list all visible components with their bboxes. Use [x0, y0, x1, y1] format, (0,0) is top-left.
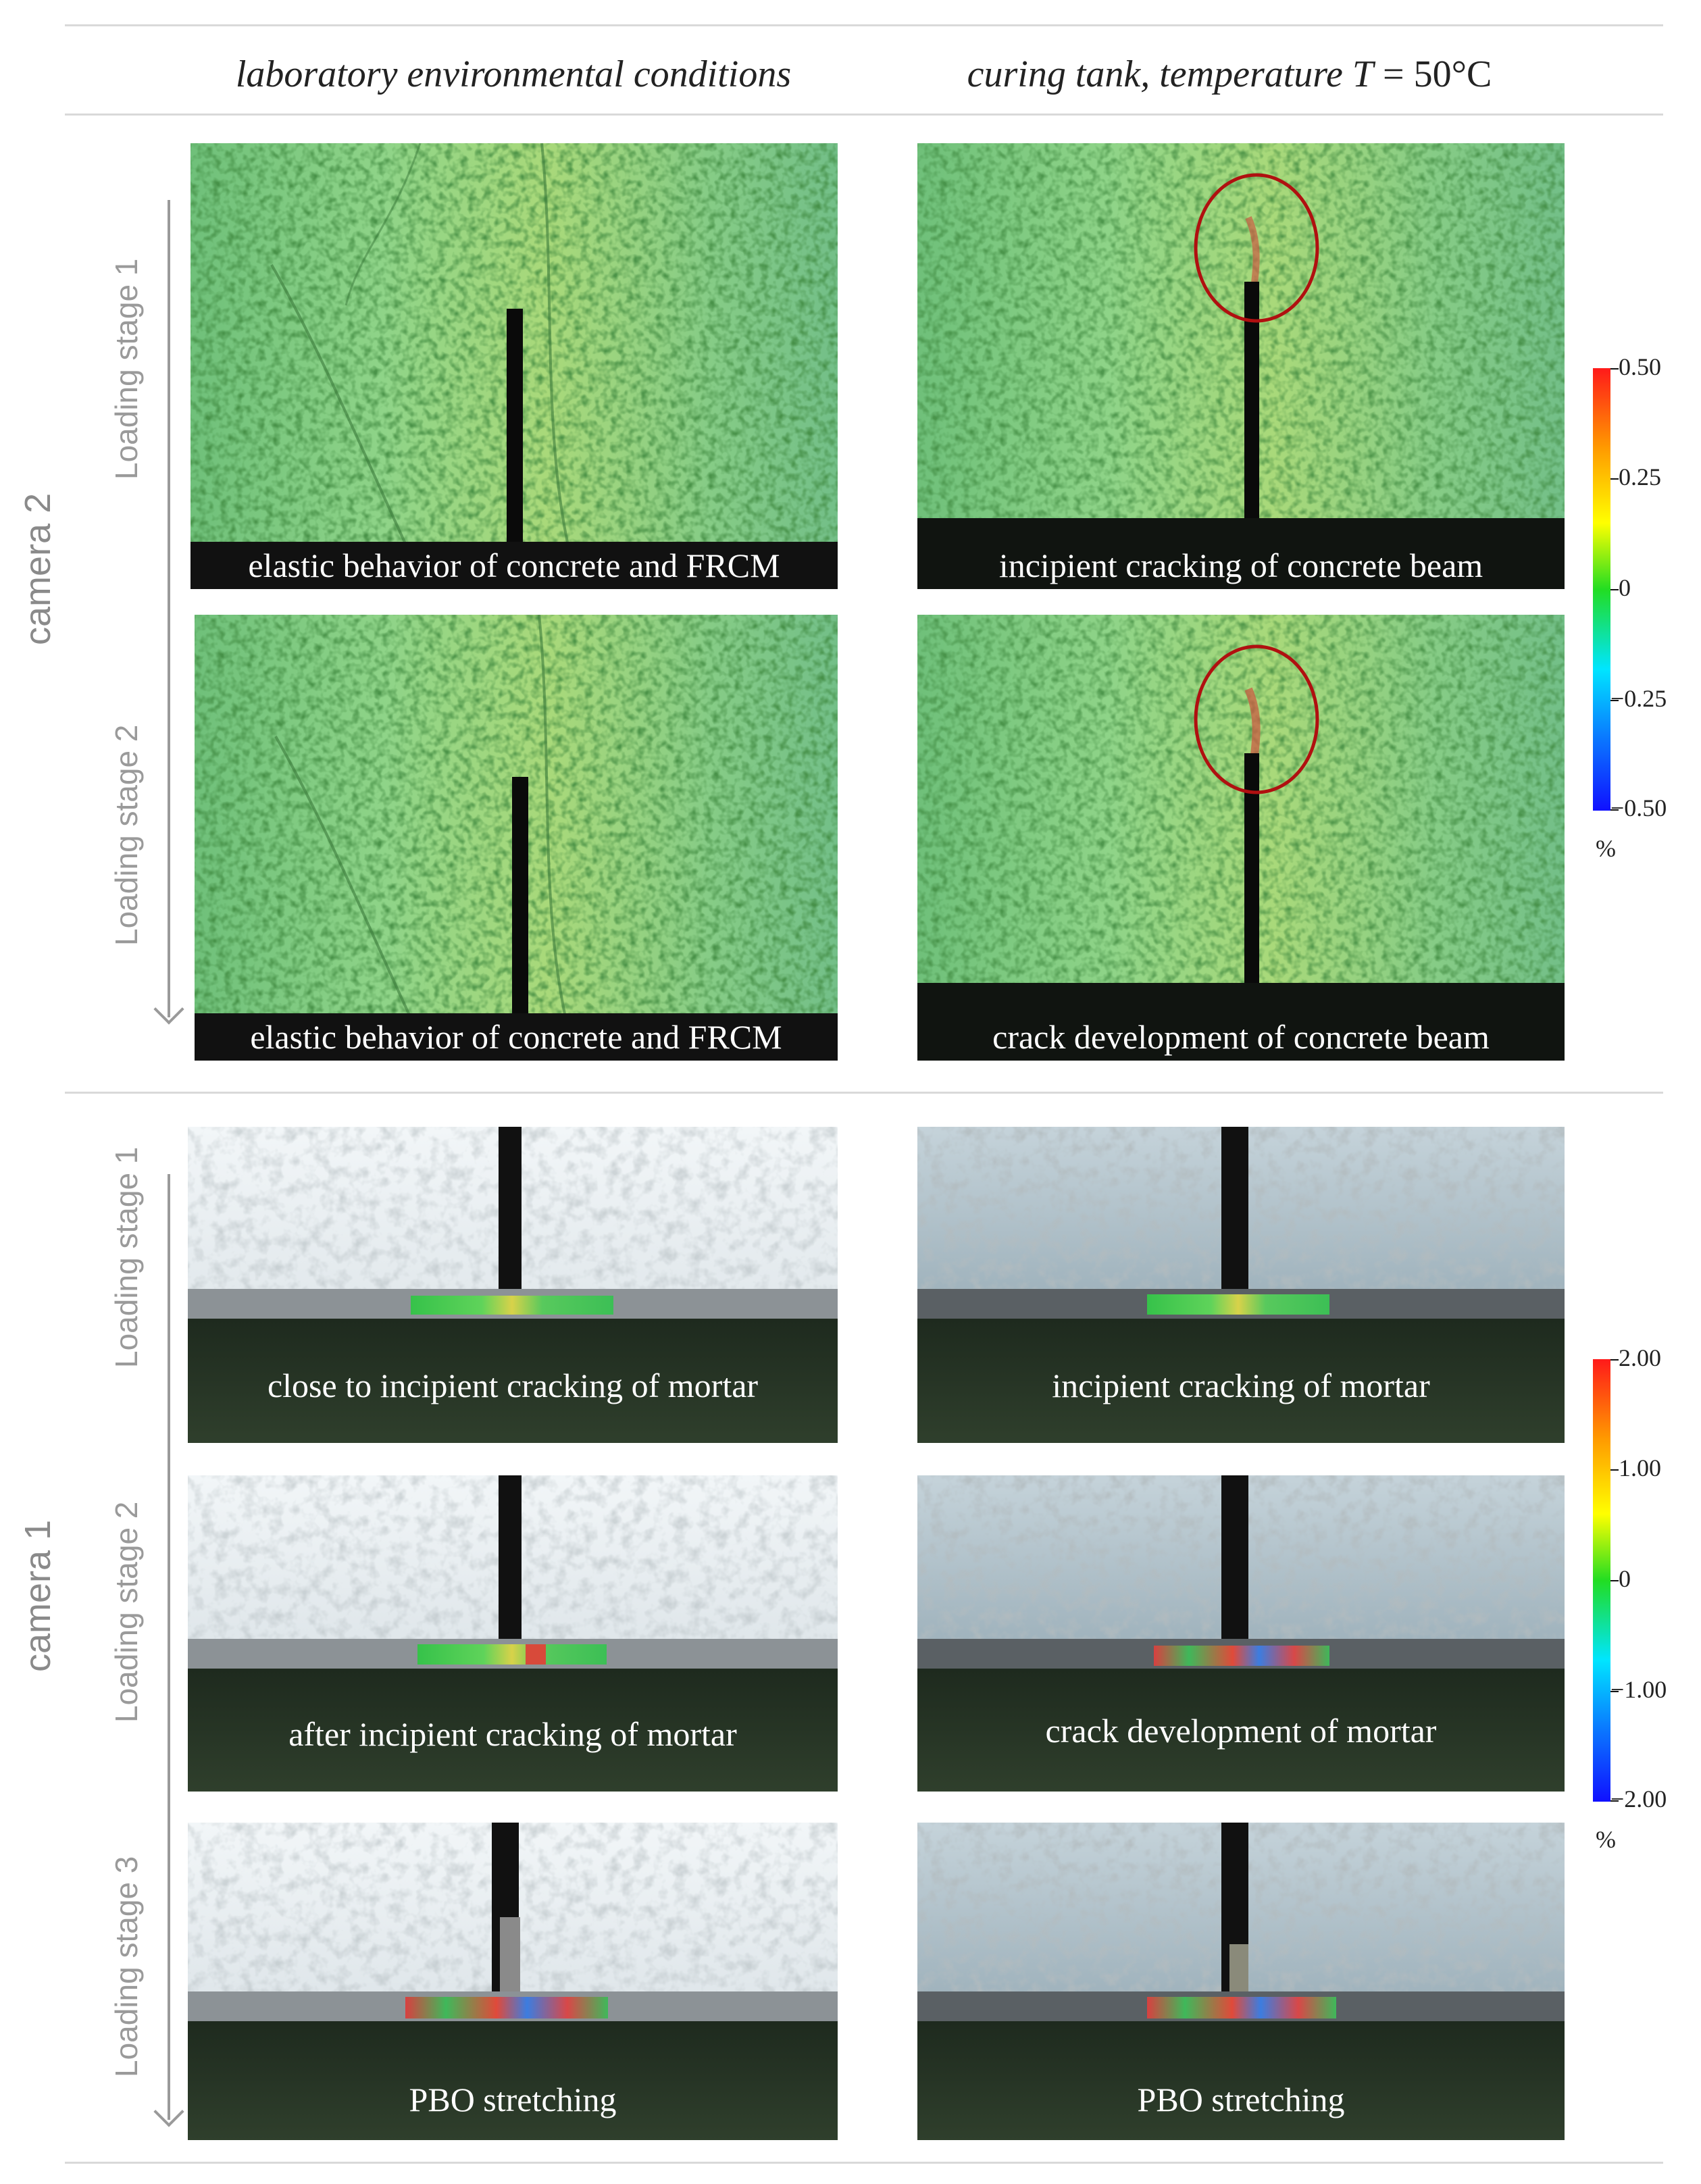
column-title-laboratory: laboratory environmental conditions: [235, 53, 792, 95]
scale1-label-1: 1.00: [1619, 1454, 1661, 1481]
scale1-tick-3: [1610, 1691, 1619, 1692]
scale2-label-2: 0: [1619, 574, 1631, 601]
header-rule: [65, 113, 1663, 116]
scale1-label-4: −2.00: [1610, 1785, 1667, 1812]
scale2-unit: %: [1596, 835, 1616, 862]
panel-cam1-stage2-tank: crack development of mortar: [917, 1475, 1565, 1792]
scale1-label-2: 0: [1619, 1565, 1631, 1592]
scale1-label-0: 2.00: [1619, 1344, 1661, 1371]
caption-cam1-stage1-tank: incipient cracking of mortar: [1052, 1367, 1430, 1404]
stage-arrowhead-camera-2: [153, 994, 184, 1025]
stage-arrow-camera-1: [168, 1174, 170, 2120]
caption-cam1-stage1-lab: close to incipient cracking of mortar: [267, 1367, 759, 1404]
caption-cam2-stage1-lab: elastic behavior of concrete and FRCM: [191, 542, 838, 589]
scale2-tick-3: [1610, 700, 1619, 701]
panel-cam2-stage1-lab: elastic behavior of concrete and FRCM: [191, 143, 838, 589]
scale1-tick-2: [1610, 1580, 1619, 1581]
scale2-label-4: −0.50: [1610, 794, 1667, 821]
scale1-unit: %: [1596, 1826, 1616, 1853]
stage-arrow-camera-2: [168, 200, 170, 1017]
scale2-label-0: 0.50: [1619, 353, 1661, 380]
color-scale-camera-2: [1593, 368, 1610, 811]
scale2-tick-4: [1610, 809, 1619, 811]
middle-rule: [65, 1092, 1663, 1094]
scale1-tick-1: [1610, 1469, 1619, 1471]
camera-2-loading-stage-2: Loading stage 2: [109, 724, 144, 946]
title-variable: T: [1352, 53, 1374, 95]
panel-cam2-stage2-tank: crack development of concrete beam: [917, 615, 1565, 1061]
top-rule: [65, 24, 1663, 26]
color-scale-camera-1: [1593, 1359, 1610, 1802]
panel-cam1-stage1-tank: incipient cracking of mortar: [917, 1127, 1565, 1443]
caption-cam2-stage2-lab: elastic behavior of concrete and FRCM: [195, 1013, 838, 1061]
highlight-circle-stage2: [1194, 644, 1319, 794]
scale2-label-1: 0.25: [1619, 463, 1661, 490]
title-equals: =: [1373, 53, 1414, 95]
caption-cam1-stage2-lab: after incipient cracking of mortar: [288, 1715, 737, 1753]
camera-1-label: camera 1: [18, 1519, 58, 1672]
panel-cam1-stage2-lab: after incipient cracking of mortar: [188, 1475, 838, 1792]
panel-cam1-stage3-lab: PBO stretching: [188, 1823, 838, 2140]
column-title-curing-tank: curing tank, temperature T = 50°C: [905, 47, 1554, 101]
highlight-circle-stage1: [1194, 173, 1319, 323]
title-prefix: curing tank, temperature: [967, 53, 1352, 95]
caption-cam2-stage1-tank: incipient cracking of concrete beam: [998, 547, 1483, 584]
camera-2-loading-stage-1: Loading stage 1: [109, 258, 144, 480]
camera-1-loading-stage-1: Loading stage 1: [109, 1146, 144, 1368]
panel-cam2-stage2-lab: elastic behavior of concrete and FRCM: [195, 615, 838, 1061]
scale2-label-3: −0.25: [1610, 685, 1667, 712]
panel-cam1-stage1-lab: close to incipient cracking of mortar: [188, 1127, 838, 1443]
panel-cam2-stage1-tank: incipient cracking of concrete beam: [917, 143, 1565, 589]
scale1-tick-0: [1610, 1359, 1619, 1361]
scale2-tick-2: [1610, 589, 1619, 590]
stage-arrowhead-camera-1: [153, 2096, 184, 2127]
camera-2-label: camera 2: [18, 492, 58, 645]
title-value: 50°C: [1413, 53, 1492, 95]
caption-cam1-stage3-tank: PBO stretching: [1137, 2081, 1345, 2118]
scale2-tick-1: [1610, 478, 1619, 480]
camera-1-loading-stage-3: Loading stage 3: [109, 1856, 144, 2077]
caption-cam1-stage3-lab: PBO stretching: [409, 2081, 617, 2118]
caption-cam2-stage2-tank: crack development of concrete beam: [992, 1018, 1490, 1056]
scale1-label-3: −1.00: [1610, 1676, 1667, 1703]
camera-1-loading-stage-2: Loading stage 2: [109, 1501, 144, 1723]
caption-cam1-stage2-tank: crack development of mortar: [1045, 1712, 1437, 1750]
scale1-tick-4: [1610, 1800, 1619, 1802]
scale2-tick-0: [1610, 368, 1619, 370]
bottom-rule: [65, 2162, 1663, 2164]
panel-cam1-stage3-tank: PBO stretching: [917, 1823, 1565, 2140]
